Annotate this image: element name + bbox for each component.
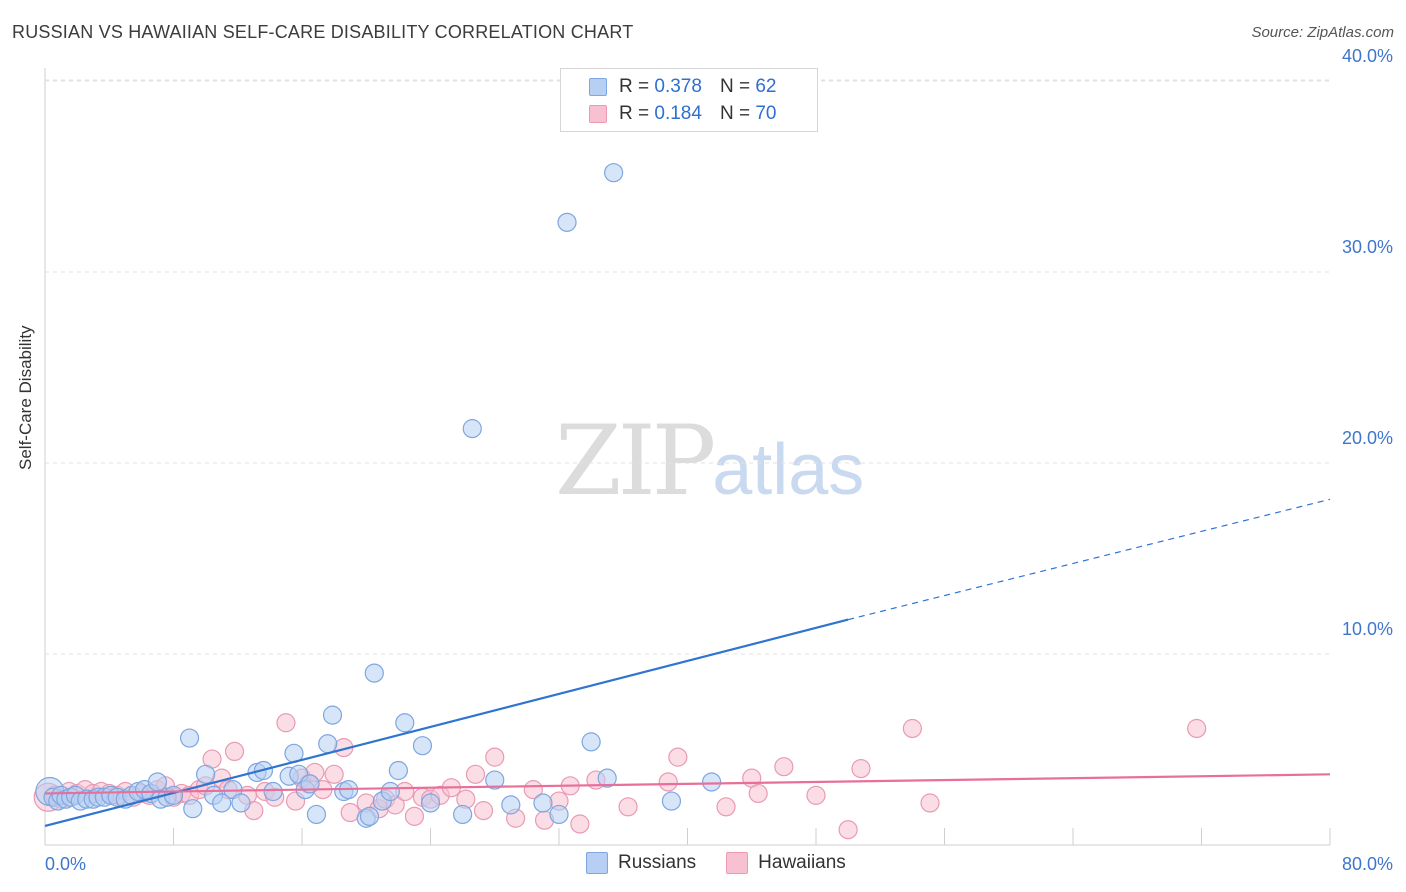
hawaiians-legend-swatch (726, 852, 749, 874)
hawaiians-point (473, 801, 494, 821)
russians-point (604, 163, 624, 183)
russians-trend-extension (847, 498, 1331, 621)
y-tick-label: 30.0% (1342, 237, 1393, 257)
russians-point (501, 795, 521, 815)
russians-swatch (589, 78, 607, 96)
hawaiians-point (570, 814, 590, 834)
hawaiians-point (920, 793, 940, 813)
hawaiians-point (224, 741, 245, 762)
russians-point (183, 799, 203, 819)
legend-n-value: 70 (755, 103, 777, 124)
russians-point (380, 781, 400, 802)
russians-point (179, 728, 200, 748)
legend-n-label: N = (719, 76, 751, 97)
source-label: Source: ZipAtlas.com (1251, 24, 1394, 41)
hawaiians-point (806, 785, 826, 805)
hawaiians-point (658, 772, 678, 792)
hawaiians-point (618, 797, 638, 817)
legend-n-value: 62 (755, 76, 777, 97)
y-tick-label: 10.0% (1342, 619, 1393, 639)
y-tick-label: 20.0% (1342, 428, 1393, 448)
hawaiians-point (1187, 718, 1207, 739)
y-tick-label: 40.0% (1342, 46, 1393, 66)
y-axis-label: Self-Care Disability (16, 325, 35, 470)
legend-row-hawaiians: R = 0.184 N = 70 (589, 102, 776, 126)
russians-point (364, 663, 384, 683)
russians-point (453, 804, 473, 825)
legend-r-label: R = (619, 103, 650, 124)
russians-point (395, 713, 415, 733)
russians-point (306, 804, 327, 825)
russians-point (196, 764, 216, 784)
x-tick-label: 0.0% (45, 854, 86, 874)
russians-point (388, 760, 408, 781)
russians-point (462, 419, 482, 439)
russians-point (597, 768, 617, 788)
stats-legend: R = 0.378 N = 62 R = 0.184 N = 70 (560, 68, 818, 132)
watermark-atlas: atlas (712, 430, 865, 510)
legend-r-label: R = (619, 76, 650, 97)
russians-point (420, 793, 441, 813)
russians-point (231, 793, 251, 813)
x-tick-label: 80.0% (1342, 854, 1393, 874)
russians-legend-swatch (586, 852, 608, 874)
hawaiians-point (404, 806, 425, 826)
legend-n-label: N = (719, 103, 751, 124)
hawaiians-point (774, 757, 794, 777)
russians-point (701, 772, 722, 792)
russians-point (485, 770, 505, 790)
legend-item-russians[interactable]: Russians (586, 852, 696, 874)
hawaiians-point (668, 747, 688, 767)
russians-point (318, 734, 338, 754)
russians-point (359, 806, 380, 826)
hawaiians-point (838, 820, 858, 840)
legend-item-hawaiians[interactable]: Hawaiians (726, 852, 846, 874)
russians-point (212, 793, 232, 813)
legend-label-russians: Russians (618, 852, 697, 873)
legend-label-hawaiians: Hawaiians (758, 852, 846, 873)
russians-point (322, 705, 343, 725)
russians-point (661, 791, 682, 811)
hawaiians-point (465, 764, 486, 784)
hawaiians-trend-line (44, 773, 1331, 795)
hawaiians-point (748, 783, 768, 804)
series-legend: Russians Hawaiians (586, 852, 876, 874)
russians-point (412, 736, 433, 756)
watermark-zip: ZIP (555, 405, 716, 517)
hawaiians-point (902, 718, 922, 739)
hawaiians-point (276, 713, 296, 733)
legend-r-value: 0.184 (654, 103, 702, 124)
russians-point (549, 804, 569, 825)
chart-title: RUSSIAN VS HAWAIIAN SELF-CARE DISABILITY… (12, 22, 634, 42)
hawaiians-point (485, 747, 505, 767)
hawaiians-point (851, 758, 871, 779)
russians-point (557, 212, 577, 232)
legend-r-value: 0.378 (654, 76, 702, 97)
hawaiians-point (716, 797, 736, 817)
watermark: ZIPatlas (555, 405, 864, 517)
russians-point (533, 793, 553, 813)
hawaiians-swatch (589, 105, 607, 123)
russians-point (263, 781, 283, 802)
legend-row-russians: R = 0.378 N = 62 (589, 75, 776, 99)
hawaiians-point (340, 802, 360, 823)
russians-point (581, 732, 601, 752)
hawaiians-point (324, 764, 344, 784)
